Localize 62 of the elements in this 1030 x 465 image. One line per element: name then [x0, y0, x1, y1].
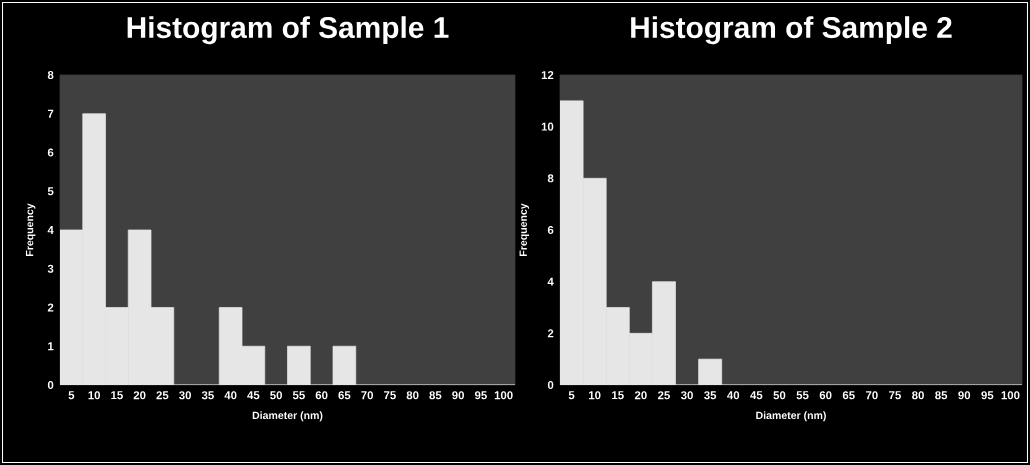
x-tick-label: 10: [88, 391, 100, 400]
y-axis-title: Frequency: [519, 203, 530, 256]
x-tick-label: 70: [361, 391, 373, 400]
x-tick-label: 35: [201, 391, 214, 400]
y-tick-label: 5: [47, 187, 54, 196]
y-tick-label: 6: [547, 225, 554, 235]
x-tick-label: 60: [819, 391, 832, 400]
x-tick-label: 95: [474, 391, 487, 400]
x-tick-label: 40: [727, 391, 740, 400]
x-tick-label: 90: [958, 391, 971, 400]
y-tick-label: 7: [47, 109, 54, 118]
x-tick-label: 50: [270, 391, 282, 400]
x-tick-label: 60: [315, 391, 328, 400]
y-axis-title: Frequency: [25, 203, 36, 256]
x-tick-label: 45: [247, 391, 260, 400]
y-tick-label: 2: [547, 329, 554, 338]
x-tick-label: 65: [338, 391, 351, 400]
x-tick-label: 45: [750, 391, 763, 400]
x-tick-label: 75: [384, 391, 396, 400]
y-tick-label: 12: [541, 71, 554, 79]
y-tick-label: 4: [547, 277, 554, 286]
x-tick-label: 95: [981, 391, 994, 400]
y-tick-label: 10: [541, 122, 554, 131]
x-tick-label: 40: [224, 391, 237, 400]
x-tick-label: 75: [889, 391, 901, 400]
x-tick-label: 80: [912, 391, 924, 400]
x-tick-label: 5: [68, 391, 75, 400]
x-tick-label: 80: [406, 391, 419, 400]
x-tick-label: 35: [704, 391, 717, 400]
x-tick-label: 85: [429, 391, 442, 400]
x-tick-label: 20: [634, 391, 647, 400]
x-tick-label: 25: [156, 391, 169, 400]
x-tick-label: 90: [452, 391, 464, 400]
x-tick-label: 70: [865, 391, 878, 400]
x-tick-label: 100: [494, 391, 513, 400]
y-tick-label: 3: [47, 264, 54, 273]
x-tick-label: 55: [796, 391, 809, 400]
y-tick-label: 6: [47, 148, 54, 157]
x-tick-label: 100: [1001, 391, 1020, 400]
x-tick-label: 30: [179, 391, 191, 400]
x-tick-label: 25: [657, 391, 670, 400]
x-tick-label: 15: [612, 391, 624, 400]
x-tick-label: 85: [935, 391, 948, 400]
x-tick-label: 55: [292, 391, 305, 400]
y-tick-label: 8: [47, 70, 54, 80]
y-tick-label: 8: [547, 174, 554, 183]
chart-title: Histogram of Sample 1: [127, 16, 449, 45]
chart-title: Histogram of Sample 2: [631, 16, 952, 45]
x-tick-label: 20: [133, 391, 146, 400]
x-axis-title: Diameter (nm): [756, 411, 826, 422]
x-tick-label: 5: [568, 391, 575, 400]
y-tick-label: 0: [47, 380, 54, 390]
y-tick-label: 4: [47, 226, 54, 234]
x-axis-title: Diameter (nm): [252, 411, 323, 422]
x-tick-label: 15: [111, 391, 123, 400]
x-tick-label: 10: [589, 391, 601, 400]
y-tick-label: 0: [547, 380, 554, 390]
x-tick-label: 30: [680, 391, 693, 400]
x-tick-label: 65: [842, 391, 855, 400]
x-tick-label: 50: [773, 391, 786, 400]
y-tick-label: 2: [47, 303, 54, 312]
y-tick-label: 1: [48, 342, 54, 351]
